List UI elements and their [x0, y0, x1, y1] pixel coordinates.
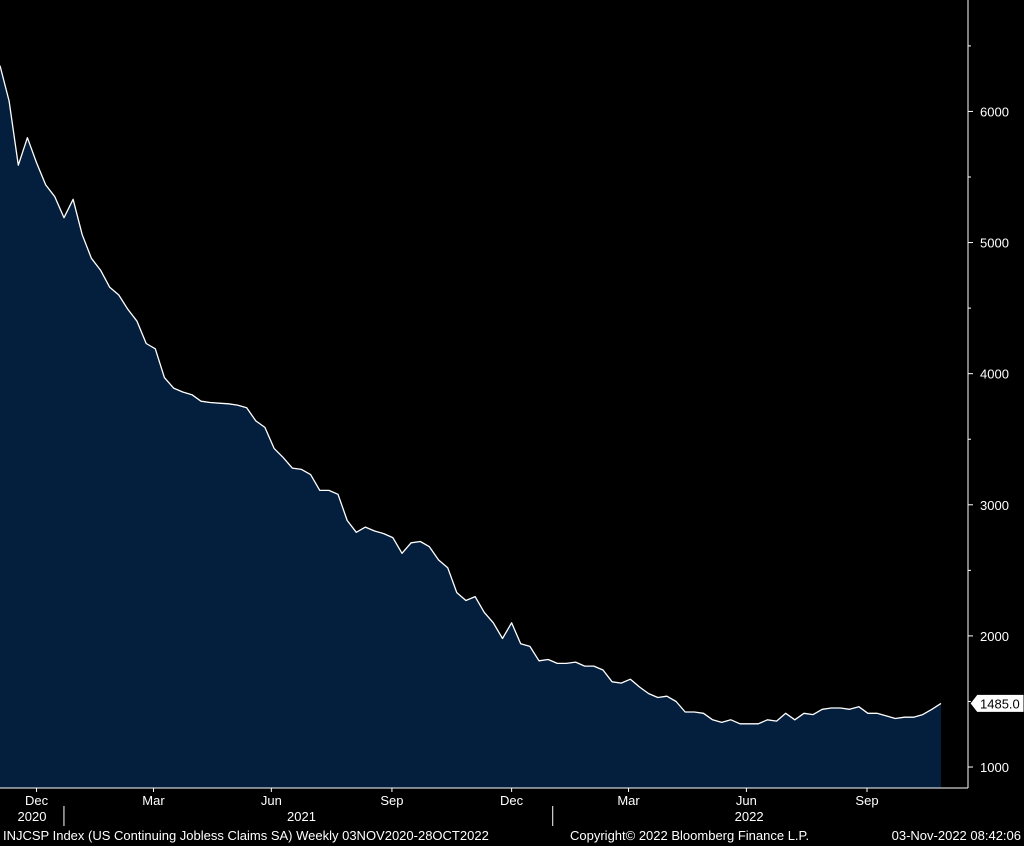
- x-year-label: 2020: [18, 809, 47, 824]
- x-year-label: 2022: [735, 809, 764, 824]
- series-area: [0, 65, 941, 789]
- footer-copyright: Copyright© 2022 Bloomberg Finance L.P.: [570, 828, 810, 843]
- footer: INJCSP Index (US Continuing Jobless Clai…: [0, 826, 1024, 846]
- x-month-label: Mar: [617, 793, 640, 808]
- x-month-label: Sep: [855, 793, 878, 808]
- plot-area: [0, 65, 942, 789]
- y-tick-label: 4000: [980, 367, 1009, 382]
- footer-timestamp: 03-Nov-2022 08:42:06: [891, 828, 1021, 843]
- x-year-label: 2021: [287, 809, 316, 824]
- x-month-label: Sep: [380, 793, 403, 808]
- last-value-marker: 1485.0: [969, 693, 1024, 713]
- x-month-label: Jun: [261, 793, 282, 808]
- x-month-label: Jun: [736, 793, 757, 808]
- y-tick-label: 1000: [980, 760, 1009, 775]
- x-axis: Dec Mar Jun Sep Dec Mar Jun Sep 2020 2021 2022: [0, 787, 968, 826]
- y-axis: 1000 2000 3000 4000 5000 6000: [967, 0, 1009, 788]
- x-month-label: Dec: [25, 793, 49, 808]
- footer-series-info: INJCSP Index (US Continuing Jobless Clai…: [3, 828, 489, 843]
- y-tick-label: 3000: [980, 498, 1009, 513]
- last-value-label: 1485.0: [980, 696, 1020, 711]
- x-month-label: Mar: [142, 793, 165, 808]
- y-tick-label: 2000: [980, 629, 1009, 644]
- y-tick-label: 5000: [980, 236, 1009, 251]
- series-line: [0, 65, 942, 725]
- x-month-label: Dec: [500, 793, 524, 808]
- last-value-badge: [969, 693, 1024, 713]
- y-tick-label: 6000: [980, 104, 1009, 119]
